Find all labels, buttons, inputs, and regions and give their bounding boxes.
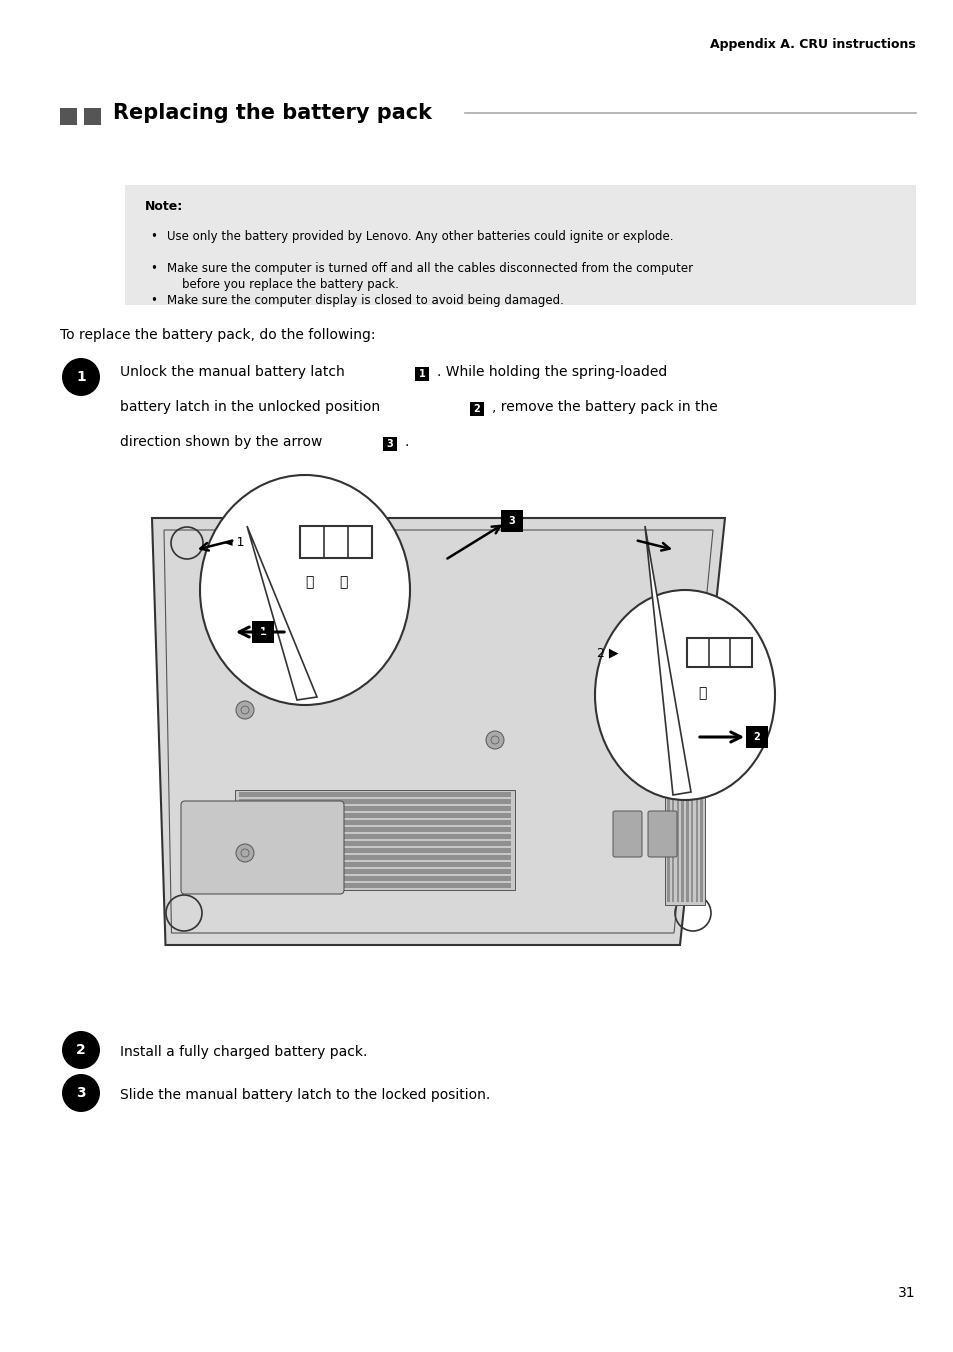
FancyBboxPatch shape — [181, 800, 344, 894]
Circle shape — [235, 844, 253, 863]
Text: 2 ▶: 2 ▶ — [597, 646, 618, 658]
FancyBboxPatch shape — [299, 526, 372, 558]
FancyBboxPatch shape — [239, 799, 511, 804]
FancyBboxPatch shape — [500, 510, 522, 531]
FancyBboxPatch shape — [745, 726, 767, 748]
Text: ◄ 1: ◄ 1 — [223, 535, 244, 549]
Text: Slide the manual battery latch to the locked position.: Slide the manual battery latch to the lo… — [120, 1088, 490, 1102]
Text: Appendix A. CRU instructions: Appendix A. CRU instructions — [709, 38, 915, 51]
FancyBboxPatch shape — [686, 638, 751, 667]
FancyBboxPatch shape — [60, 108, 77, 126]
Text: Install a fully charged battery pack.: Install a fully charged battery pack. — [120, 1045, 367, 1059]
FancyBboxPatch shape — [239, 856, 511, 860]
FancyBboxPatch shape — [666, 768, 669, 902]
FancyBboxPatch shape — [685, 768, 688, 902]
FancyBboxPatch shape — [125, 185, 915, 306]
Text: 2: 2 — [753, 731, 760, 742]
Circle shape — [62, 1073, 100, 1111]
Text: Unlock the manual battery latch: Unlock the manual battery latch — [120, 365, 349, 379]
FancyBboxPatch shape — [690, 768, 693, 902]
FancyBboxPatch shape — [664, 765, 704, 904]
Circle shape — [62, 1032, 100, 1069]
FancyBboxPatch shape — [239, 834, 511, 838]
FancyBboxPatch shape — [239, 876, 511, 880]
Text: 🔓: 🔓 — [305, 575, 313, 589]
Text: 3: 3 — [76, 1086, 86, 1101]
Text: Note:: Note: — [145, 200, 183, 214]
FancyBboxPatch shape — [680, 768, 683, 902]
Text: , remove the battery pack in the: , remove the battery pack in the — [492, 400, 717, 414]
Text: •: • — [150, 293, 156, 307]
FancyBboxPatch shape — [239, 869, 511, 873]
FancyBboxPatch shape — [239, 841, 511, 846]
Text: 31: 31 — [898, 1286, 915, 1301]
Polygon shape — [644, 526, 690, 795]
FancyBboxPatch shape — [239, 806, 511, 811]
FancyBboxPatch shape — [239, 821, 511, 825]
FancyBboxPatch shape — [613, 811, 641, 857]
Text: 2: 2 — [76, 1042, 86, 1057]
FancyBboxPatch shape — [470, 402, 483, 416]
Text: 3: 3 — [386, 439, 393, 449]
FancyBboxPatch shape — [234, 790, 515, 890]
Ellipse shape — [200, 475, 410, 704]
Text: 3: 3 — [508, 516, 515, 526]
Text: 2: 2 — [473, 404, 480, 414]
Text: To replace the battery pack, do the following:: To replace the battery pack, do the foll… — [60, 329, 375, 342]
Text: 🔓: 🔓 — [697, 685, 705, 700]
Text: 1: 1 — [76, 370, 86, 384]
FancyBboxPatch shape — [252, 621, 274, 644]
Text: 1: 1 — [418, 369, 425, 379]
Text: battery latch in the unlocked position: battery latch in the unlocked position — [120, 400, 384, 414]
Circle shape — [235, 700, 253, 719]
Text: •: • — [150, 262, 156, 274]
Circle shape — [485, 731, 503, 749]
Polygon shape — [247, 526, 316, 700]
FancyBboxPatch shape — [647, 811, 677, 857]
FancyBboxPatch shape — [239, 814, 511, 818]
Text: . While holding the spring-loaded: . While holding the spring-loaded — [436, 365, 666, 379]
Text: direction shown by the arrow: direction shown by the arrow — [120, 435, 327, 449]
FancyBboxPatch shape — [239, 792, 511, 796]
FancyBboxPatch shape — [239, 863, 511, 867]
Text: Make sure the computer display is closed to avoid being damaged.: Make sure the computer display is closed… — [167, 293, 563, 307]
FancyBboxPatch shape — [239, 848, 511, 853]
Text: 🔒: 🔒 — [338, 575, 347, 589]
FancyBboxPatch shape — [382, 437, 396, 452]
Text: Use only the battery provided by Lenovo. Any other batteries could ignite or exp: Use only the battery provided by Lenovo.… — [167, 230, 673, 243]
FancyBboxPatch shape — [239, 883, 511, 887]
Ellipse shape — [595, 589, 774, 800]
FancyBboxPatch shape — [695, 768, 698, 902]
FancyBboxPatch shape — [239, 827, 511, 831]
FancyBboxPatch shape — [671, 768, 674, 902]
FancyBboxPatch shape — [84, 108, 101, 126]
Text: 1: 1 — [259, 627, 266, 637]
FancyBboxPatch shape — [415, 366, 429, 381]
Polygon shape — [152, 518, 724, 945]
Text: •: • — [150, 230, 156, 243]
Circle shape — [62, 358, 100, 396]
FancyBboxPatch shape — [676, 768, 679, 902]
Text: Replacing the battery pack: Replacing the battery pack — [112, 103, 432, 123]
Text: .: . — [405, 435, 409, 449]
Text: Make sure the computer is turned off and all the cables disconnected from the co: Make sure the computer is turned off and… — [167, 262, 693, 291]
FancyBboxPatch shape — [700, 768, 702, 902]
